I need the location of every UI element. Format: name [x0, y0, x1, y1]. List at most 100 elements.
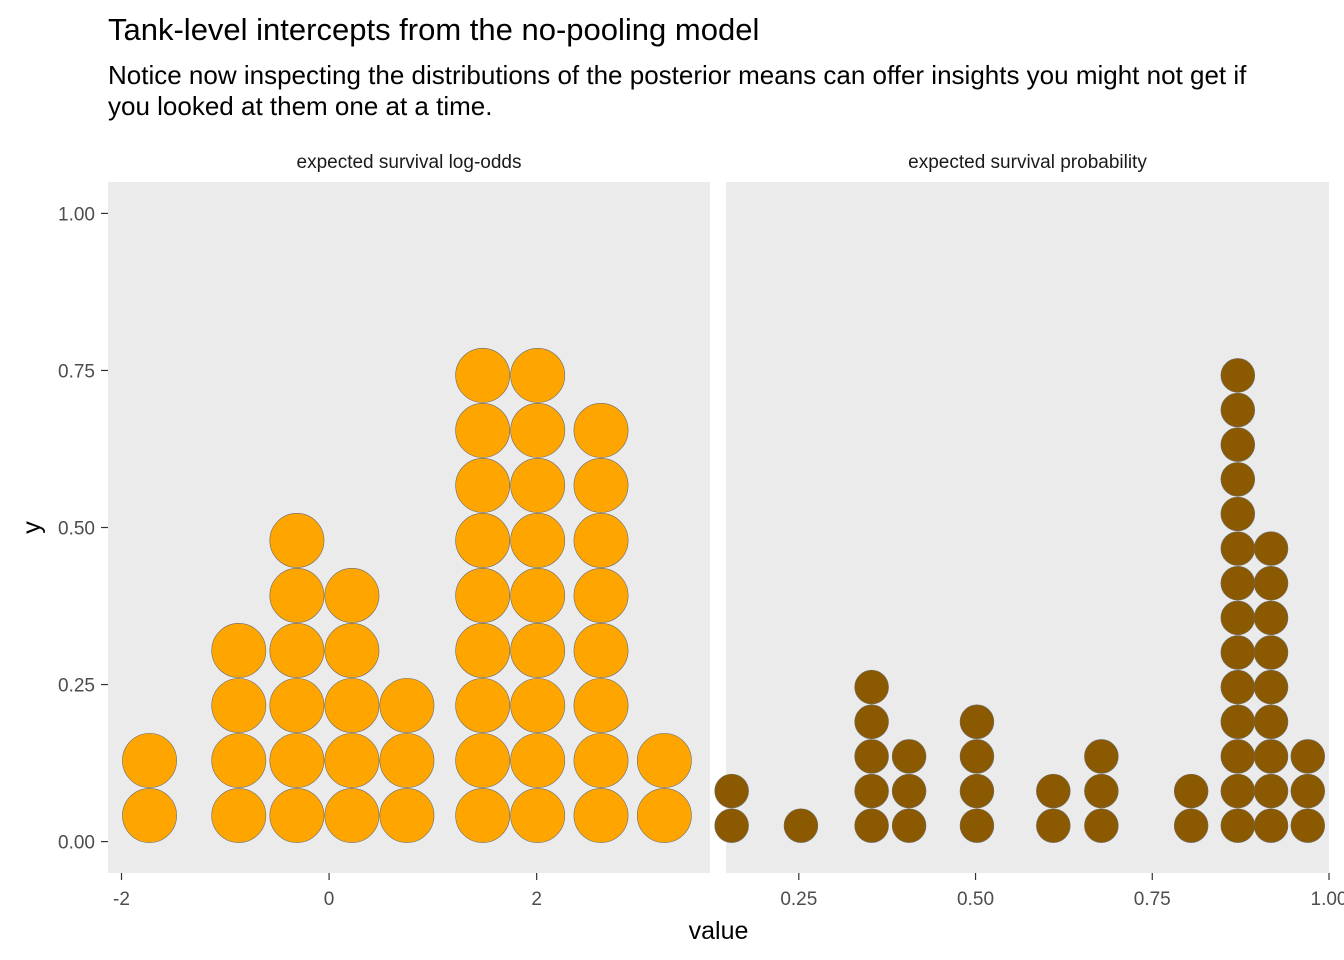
dot	[1253, 808, 1289, 843]
dot	[1253, 635, 1289, 670]
dot	[573, 788, 629, 843]
dot	[510, 623, 566, 678]
x-tick-label: 1.00	[1311, 889, 1344, 910]
dot	[1253, 669, 1289, 705]
dot	[379, 678, 435, 733]
dot	[783, 808, 819, 843]
dot	[1220, 669, 1256, 705]
dot	[379, 733, 435, 788]
dot	[573, 568, 629, 623]
dot	[510, 348, 566, 403]
dot	[1220, 565, 1256, 601]
dot	[573, 678, 629, 733]
x-tick-label: 0.25	[780, 889, 817, 910]
dot	[854, 773, 889, 809]
dot	[959, 704, 995, 739]
dot	[891, 739, 927, 774]
dot	[269, 788, 325, 843]
y-tick-label: 0.00	[58, 833, 95, 854]
dot	[379, 788, 435, 843]
facet-strip-label: expected survival probability	[908, 152, 1147, 173]
y-axis-title: y	[18, 521, 46, 534]
y-tick-label: 0.25	[58, 676, 95, 697]
dot	[510, 568, 566, 623]
dot	[1220, 773, 1256, 809]
dot	[1220, 496, 1256, 532]
y-tick-label: 0.75	[58, 361, 95, 382]
dot	[211, 623, 267, 678]
dot	[455, 623, 511, 678]
dot	[636, 733, 692, 788]
dot	[573, 513, 629, 568]
dot	[269, 733, 325, 788]
dot	[891, 808, 927, 843]
dot	[510, 458, 566, 513]
dot	[1253, 704, 1289, 739]
dot	[573, 623, 629, 678]
dot	[854, 808, 889, 843]
dot	[854, 704, 889, 739]
chart-title: Tank-level intercepts from the no-poolin…	[108, 12, 760, 47]
dot	[1290, 808, 1326, 843]
dot	[1220, 808, 1256, 843]
x-tick-label: 0	[324, 889, 335, 910]
dot	[455, 403, 511, 458]
dot	[1220, 704, 1256, 739]
dot	[1173, 808, 1209, 843]
x-tick-label: 0.50	[957, 889, 994, 910]
dot	[211, 788, 267, 843]
dot	[211, 678, 267, 733]
dot	[1253, 739, 1289, 774]
dot	[269, 568, 325, 623]
dot	[1220, 531, 1256, 566]
dot	[1036, 773, 1071, 809]
dot	[455, 568, 511, 623]
x-tick-label: -2	[113, 889, 130, 910]
dot	[455, 348, 511, 403]
dot	[1220, 462, 1256, 497]
dot	[573, 458, 629, 513]
dot	[324, 788, 380, 843]
dot	[122, 733, 177, 788]
dot	[1220, 739, 1256, 774]
dot	[122, 788, 177, 843]
dot	[854, 739, 889, 774]
dot	[455, 788, 511, 843]
dot	[1253, 565, 1289, 601]
chart-subtitle: Notice now inspecting the distributions …	[108, 60, 1247, 121]
dot	[324, 678, 380, 733]
dot	[211, 733, 267, 788]
dot	[510, 733, 566, 788]
dot	[1253, 773, 1289, 809]
dot	[1084, 773, 1119, 809]
dot	[269, 678, 325, 733]
dot	[324, 733, 380, 788]
dot	[714, 773, 749, 809]
dot	[1220, 427, 1256, 462]
dot	[510, 678, 566, 733]
dot	[510, 403, 566, 458]
dot	[455, 678, 511, 733]
dot	[1220, 600, 1256, 636]
dot	[510, 788, 566, 843]
dot	[324, 623, 380, 678]
dot	[891, 773, 927, 809]
dot	[269, 513, 325, 568]
dot	[1084, 808, 1119, 843]
dot	[510, 513, 566, 568]
dot	[714, 808, 749, 843]
y-tick-label: 0.50	[58, 519, 95, 540]
dot	[455, 733, 511, 788]
dot	[1220, 392, 1256, 428]
dot	[1036, 808, 1071, 843]
dot	[959, 739, 995, 774]
dot	[1084, 739, 1119, 774]
dot	[324, 568, 380, 623]
dot	[1220, 635, 1256, 670]
x-axis-title: value	[689, 917, 749, 945]
dot	[959, 808, 995, 843]
dot	[269, 623, 325, 678]
dot	[455, 513, 511, 568]
dot	[959, 773, 995, 809]
